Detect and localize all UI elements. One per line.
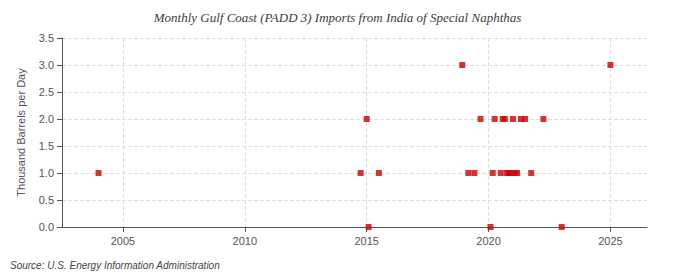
svg-text:1.0: 1.0 (39, 167, 54, 179)
svg-text:2005: 2005 (111, 235, 135, 247)
svg-text:Monthly Gulf Coast (PADD 3) Im: Monthly Gulf Coast (PADD 3) Imports from… (153, 10, 522, 25)
svg-text:2.5: 2.5 (39, 86, 54, 98)
svg-text:2.0: 2.0 (39, 113, 54, 125)
svg-text:2010: 2010 (233, 235, 257, 247)
svg-text:0.5: 0.5 (39, 194, 54, 206)
svg-text:Thousand Barrels per Day: Thousand Barrels per Day (15, 68, 27, 197)
svg-text:2025: 2025 (598, 235, 622, 247)
svg-text:2015: 2015 (354, 235, 378, 247)
svg-text:2020: 2020 (476, 235, 500, 247)
svg-text:3.0: 3.0 (39, 59, 54, 71)
svg-text:Source: U.S. Energy Informatio: Source: U.S. Energy Information Administ… (10, 260, 220, 271)
svg-text:1.5: 1.5 (39, 140, 54, 152)
svg-text:0.0: 0.0 (39, 221, 54, 233)
svg-text:3.5: 3.5 (39, 32, 54, 44)
